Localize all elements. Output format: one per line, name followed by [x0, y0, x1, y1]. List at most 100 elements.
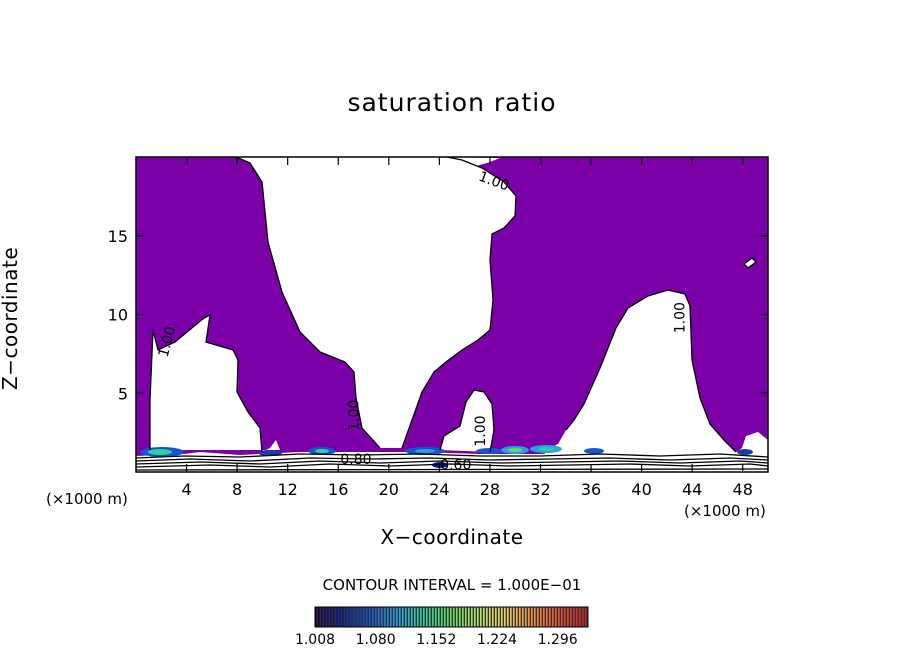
colorbar-stripe [513, 607, 515, 627]
colorbar-stripe [351, 607, 353, 627]
colorbar-stripe [489, 607, 491, 627]
colorbar-stripe [405, 607, 407, 627]
saturation-blob [148, 449, 172, 455]
colorbar-stripe [426, 607, 428, 627]
colorbar-stripe [372, 607, 374, 627]
colorbar-stripe [381, 607, 383, 627]
colorbar-tick-label: 1.080 [356, 632, 396, 648]
colorbar-stripe [432, 607, 434, 627]
contour-label: 1.00 [673, 302, 689, 333]
colorbar-stripe [396, 607, 398, 627]
x-tick-label: 36 [581, 480, 601, 499]
x-tick-label: 20 [379, 480, 399, 499]
colorbar-stripe [462, 607, 464, 627]
colorbar-stripe [510, 607, 512, 627]
contour-line-surface [136, 453, 768, 459]
colorbar-stripe [570, 607, 572, 627]
chart-title: saturation ratio [347, 88, 557, 117]
colorbar-stripe [546, 607, 548, 627]
y-tick-label: 10 [108, 306, 128, 325]
clear-region-center [236, 157, 516, 448]
saturation-blob [584, 448, 604, 454]
colorbar-stripe [531, 607, 533, 627]
x-tick-label: 48 [733, 480, 753, 499]
high-saturation-blobs [140, 445, 753, 468]
colorbar-stripe [486, 607, 488, 627]
colorbar-stripe [528, 607, 530, 627]
colorbar-stripe [465, 607, 467, 627]
colorbar-stripe [450, 607, 452, 627]
colorbar-stripe [537, 607, 539, 627]
colorbar-stripe [336, 607, 338, 627]
colorbar-stripe [399, 607, 401, 627]
colorbar-labels: 1.008 1.080 1.152 1.224 1.296 [295, 632, 578, 648]
colorbar-stripe [387, 607, 389, 627]
x-tick-label: 32 [530, 480, 550, 499]
contour-label: 1.00 [346, 400, 362, 431]
contour-line-1.00 [149, 313, 263, 453]
colorbar-stripe [342, 607, 344, 627]
colorbar-tick-label: 1.152 [416, 632, 456, 648]
contour-label: 1.00 [156, 325, 180, 359]
colorbar-stripe [324, 607, 326, 627]
colorbar-stripe [468, 607, 470, 627]
contour-line-surface [136, 463, 768, 468]
y-axis-label: Z−coordinate [0, 246, 22, 390]
contour-line-1.00 [565, 289, 737, 453]
colorbar-stripe [339, 607, 341, 627]
contour-labels: 1.001.001.001.001.000.80 0.60 [156, 169, 689, 474]
clear-region-center-bottom [440, 390, 494, 452]
colorbar-stripe [369, 607, 371, 627]
x-tick-label: 16 [328, 480, 348, 499]
colorbar-stripe [549, 607, 551, 627]
colorbar-stripe [333, 607, 335, 627]
colorbar-stripe [555, 607, 557, 627]
colorbar-stripe [348, 607, 350, 627]
colorbar-stripe [582, 607, 584, 627]
colorbar-stripe [552, 607, 554, 627]
colorbar-frame [314, 606, 589, 628]
colorbar-stripe [378, 607, 380, 627]
contour-line-1.00 [743, 257, 757, 269]
saturation-blob [508, 448, 522, 452]
colorbar-stripe [471, 607, 473, 627]
y-tick-label: 5 [118, 384, 128, 403]
colorbar-stripe [525, 607, 527, 627]
x-tick-label: 40 [631, 480, 651, 499]
colorbar-stripe [540, 607, 542, 627]
contour-interval-text: CONTOUR INTERVAL = 1.000E−01 [322, 576, 582, 594]
clear-region-left [150, 315, 280, 452]
colorbar-stripe [363, 607, 365, 627]
saturation-blob [737, 449, 753, 455]
colorbar-stripe [522, 607, 524, 627]
colorbar-stripe [315, 607, 317, 627]
saturation-blob [415, 449, 435, 453]
x-tick-label: 8 [232, 480, 242, 499]
colorbar-stripe [585, 607, 587, 627]
colorbar-stripe [438, 607, 440, 627]
colorbar-stripe [318, 607, 320, 627]
colorbar-stripe [558, 607, 560, 627]
colorbar-stripes [314, 606, 589, 628]
saturation-blob [315, 449, 329, 453]
contour-lines [136, 157, 768, 471]
clear-region-right [545, 290, 768, 456]
saturation-blob [538, 447, 554, 451]
colorbar-stripe [354, 607, 356, 627]
colorbar-stripe [456, 607, 458, 627]
colorbar-stripe [564, 607, 566, 627]
contour-line-1.00 [401, 157, 517, 449]
contour-line-surface [136, 457, 768, 462]
colorbar-stripe [543, 607, 545, 627]
colorbar-stripe [447, 607, 449, 627]
colorbar-stripe [567, 607, 569, 627]
colorbar-stripe [420, 607, 422, 627]
saturation-blob [432, 462, 448, 468]
colorbar-stripe [516, 607, 518, 627]
colorbar-stripe [477, 607, 479, 627]
colorbar-stripe [507, 607, 509, 627]
colorbar-stripe [408, 607, 410, 627]
colorbar-stripe [501, 607, 503, 627]
colorbar-stripe [444, 607, 446, 627]
